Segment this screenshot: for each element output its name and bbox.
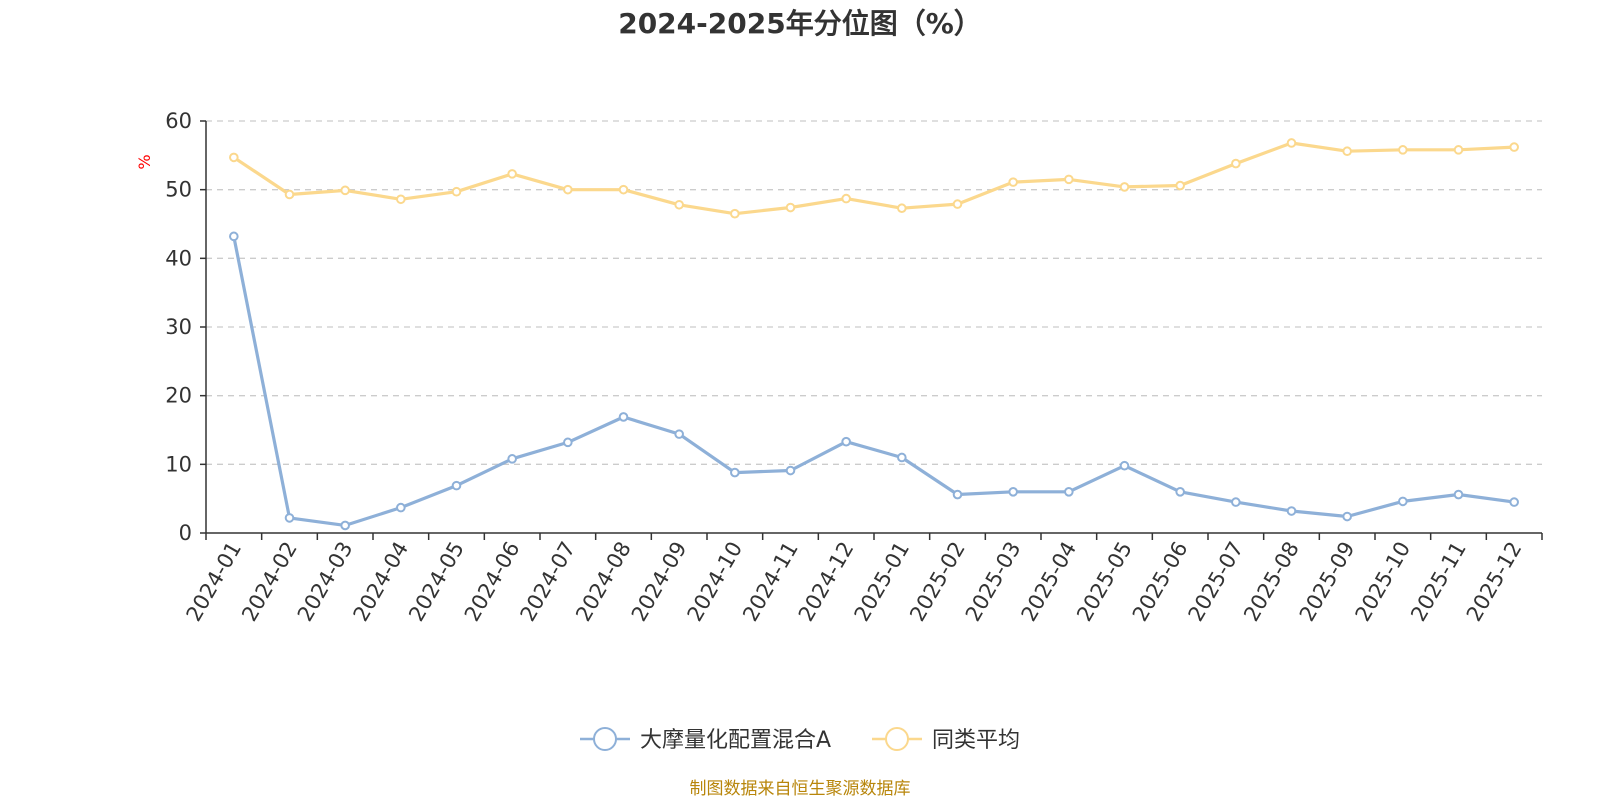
data-point bbox=[284, 189, 295, 200]
data-point bbox=[1286, 138, 1297, 148]
x-tick-label: 2024-04 bbox=[349, 538, 414, 626]
data-point bbox=[340, 520, 350, 531]
x-tick-label: 2025-09 bbox=[1295, 538, 1360, 626]
data-point bbox=[952, 199, 963, 209]
legend-item-0[interactable]: 大摩量化配置混合A bbox=[580, 727, 831, 753]
data-point bbox=[1342, 146, 1352, 157]
data-point bbox=[1286, 506, 1297, 516]
data-point bbox=[1453, 145, 1464, 155]
data-point bbox=[1398, 145, 1408, 155]
data-point bbox=[451, 186, 462, 197]
data-point bbox=[785, 465, 796, 476]
x-tick-label: 2024-12 bbox=[794, 538, 859, 626]
y-tick-label: 50 bbox=[165, 178, 192, 202]
y-tick-label: 20 bbox=[165, 384, 192, 408]
data-point bbox=[952, 489, 963, 500]
x-tick-label: 2024-09 bbox=[627, 538, 692, 626]
x-tick-label: 2025-04 bbox=[1017, 538, 1082, 626]
data-point bbox=[507, 454, 517, 464]
data-point bbox=[396, 194, 406, 205]
x-tick-label: 2024-08 bbox=[571, 538, 636, 626]
data-point bbox=[229, 152, 239, 163]
axes bbox=[200, 120, 1543, 540]
data-point bbox=[897, 452, 907, 463]
x-tick-label: 2024-05 bbox=[404, 538, 469, 626]
legend-label: 同类平均 bbox=[932, 728, 1020, 753]
data-point bbox=[1231, 497, 1241, 507]
x-tick-label: 2024-07 bbox=[516, 538, 581, 626]
data-point bbox=[1008, 177, 1018, 187]
x-tick-label: 2024-10 bbox=[683, 538, 748, 626]
x-tick-label: 2025-03 bbox=[961, 538, 1026, 626]
data-point bbox=[1509, 497, 1519, 507]
data-point bbox=[507, 169, 517, 179]
data-point bbox=[229, 231, 239, 242]
x-tick-label: 2025-05 bbox=[1072, 538, 1137, 626]
chart-title: 2024-2025年分位图（%） bbox=[618, 7, 982, 40]
data-point bbox=[618, 184, 629, 195]
data-point bbox=[340, 185, 350, 196]
x-tick-label: 2025-08 bbox=[1239, 538, 1304, 626]
x-tick-label: 2024-03 bbox=[293, 538, 358, 626]
y-tick-label: 40 bbox=[165, 246, 192, 270]
data-point bbox=[1175, 180, 1185, 191]
series-group bbox=[229, 138, 1519, 531]
x-tick-label: 2024-02 bbox=[237, 538, 302, 626]
grid-lines bbox=[206, 120, 1542, 465]
x-tick-label: 2025-12 bbox=[1462, 538, 1527, 626]
data-point bbox=[1509, 142, 1519, 152]
data-point bbox=[1008, 487, 1018, 497]
x-tick-label: 2025-11 bbox=[1406, 538, 1471, 626]
y-tick-labels: 0 10 20 30 40 50 60 bbox=[165, 109, 192, 545]
series-line-1 bbox=[232, 141, 1515, 216]
y-tick-label: 10 bbox=[165, 452, 192, 476]
data-point bbox=[841, 193, 851, 204]
data-point bbox=[730, 208, 740, 219]
data-point bbox=[897, 203, 907, 214]
data-point bbox=[730, 467, 740, 478]
x-tick-label: 2024-11 bbox=[738, 538, 803, 626]
data-point bbox=[1453, 489, 1464, 500]
data-point bbox=[1342, 511, 1352, 522]
data-point bbox=[563, 184, 573, 195]
data-point bbox=[1064, 487, 1074, 497]
x-tick-label: 2025-10 bbox=[1351, 538, 1416, 626]
data-point bbox=[618, 412, 629, 422]
series-line-0 bbox=[232, 236, 1515, 528]
x-tick-labels: 2024-012024-022024-032024-042024-052024-… bbox=[182, 538, 1527, 626]
data-point bbox=[1119, 460, 1130, 471]
data-point bbox=[563, 437, 573, 448]
data-point bbox=[284, 513, 295, 523]
x-tick-label: 2025-06 bbox=[1128, 538, 1193, 626]
y-tick-label: 60 bbox=[165, 109, 192, 133]
x-tick-label: 2025-07 bbox=[1184, 538, 1249, 626]
legend-item-1[interactable]: 同类平均 bbox=[872, 727, 1020, 753]
x-tick-label: 2025-01 bbox=[850, 538, 915, 626]
data-point bbox=[451, 480, 462, 491]
y-tick-label: 0 bbox=[179, 521, 192, 545]
legend-circle-icon bbox=[593, 727, 617, 751]
legend-label: 大摩量化配置混合A bbox=[640, 728, 831, 753]
data-point bbox=[785, 202, 796, 213]
x-tick-label: 2024-01 bbox=[182, 538, 247, 626]
data-source-note: 制图数据来自恒生聚源数据库 bbox=[690, 779, 911, 799]
legend[interactable]: 大摩量化配置混合A 同类平均 bbox=[580, 727, 1020, 753]
data-point bbox=[1175, 487, 1185, 497]
y-tick-label: 30 bbox=[165, 315, 192, 339]
data-point bbox=[1398, 496, 1408, 507]
data-point bbox=[674, 199, 684, 210]
data-point bbox=[841, 436, 851, 447]
x-tick-label: 2024-06 bbox=[460, 538, 525, 626]
data-point bbox=[674, 429, 684, 439]
data-point bbox=[1119, 182, 1130, 192]
y-axis-unit-label: % bbox=[135, 154, 154, 169]
data-point bbox=[1064, 174, 1074, 185]
legend-circle-icon bbox=[885, 727, 909, 751]
x-tick-label: 2025-02 bbox=[905, 538, 970, 626]
data-point bbox=[396, 502, 406, 513]
data-point bbox=[1231, 158, 1241, 169]
